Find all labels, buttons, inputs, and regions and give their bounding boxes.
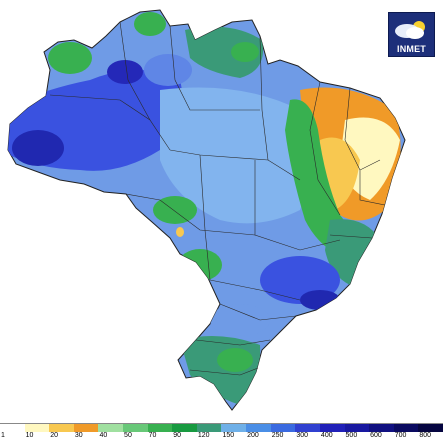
precipitation-legend: 1 10 20 30 40 50 70 90 120 150 200 250 300 400 500 600 7… [0, 423, 443, 441]
legend-swatch [270, 424, 296, 432]
amazon-core-area [12, 130, 64, 166]
legend-swatch [369, 424, 394, 432]
weather-icon [395, 21, 425, 39]
legend-swatch [147, 424, 173, 432]
legend-swatch [49, 424, 74, 432]
southeast-core-area [300, 290, 340, 310]
legend-label: 800 [419, 432, 432, 439]
legend-label: 10 [25, 432, 34, 439]
legend-label: 1 [1, 432, 5, 439]
legend-label: 150 [222, 432, 235, 439]
roraima-green-area [134, 12, 166, 36]
legend-label: 50 [124, 432, 132, 439]
legend-label: 250 [271, 432, 284, 439]
legend-swatches [0, 423, 443, 432]
legend-swatch [393, 424, 419, 432]
legend-swatch [221, 424, 247, 432]
legend-swatch [344, 424, 370, 432]
logo-text: INMET [397, 44, 426, 54]
amapa-green-area [231, 42, 259, 62]
center-west-teal-area [178, 249, 222, 281]
legend-swatch [0, 424, 25, 432]
legend-swatch [24, 424, 50, 432]
legend-label: 30 [74, 432, 83, 439]
inmet-logo: INMET [388, 12, 435, 57]
legend-swatch [246, 424, 271, 432]
legend-label: 200 [247, 432, 259, 439]
legend-swatch [172, 424, 197, 432]
legend-label: 70 [148, 432, 157, 439]
north-light-area [144, 54, 192, 86]
legend-swatch [196, 424, 222, 432]
pantanal-yellow-area [176, 227, 184, 237]
legend-label: 400 [320, 432, 333, 439]
legend-label: 700 [394, 432, 407, 439]
legend-label: 90 [173, 432, 182, 439]
legend-label: 600 [370, 432, 382, 439]
south-green-area [217, 348, 253, 372]
northwest-green-area [48, 42, 92, 74]
legend-swatch [73, 424, 99, 432]
legend-label: 120 [197, 432, 210, 439]
central-blue-area [160, 87, 310, 224]
legend-label: 500 [345, 432, 358, 439]
legend-labels: 1 10 20 30 40 50 70 90 120 150 200 250 300 400 500 600 7… [0, 432, 443, 442]
para-teal-area [185, 26, 264, 79]
north-core-area [107, 60, 143, 84]
legend-swatch [418, 424, 443, 432]
state-borders [49, 21, 386, 376]
legend-label: 20 [50, 432, 59, 439]
legend-label: 40 [99, 432, 108, 439]
legend-label: 300 [296, 432, 308, 439]
south-light-area [210, 304, 270, 336]
legend-swatch [319, 424, 345, 432]
legend-swatch [98, 424, 124, 432]
legend-swatch [295, 424, 320, 432]
legend-swatch [123, 424, 148, 432]
